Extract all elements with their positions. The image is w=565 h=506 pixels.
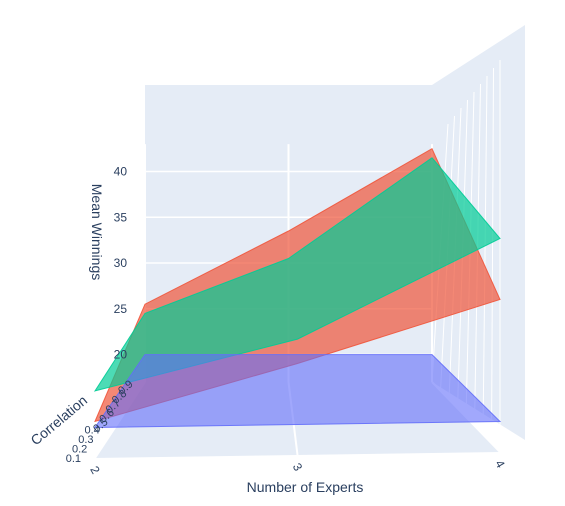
surfaces [93,147,502,429]
x-axis-title: Number of Experts [247,479,364,495]
y-gridline [491,67,494,444]
surface-1 [93,157,501,392]
x-tick-label: 3 [290,461,306,474]
x-tick-label: 2 [87,464,103,477]
z-tick-label: 35 [114,210,128,224]
y-gridline [482,75,488,435]
z-axis-title: Mean Winnings [89,184,105,281]
z-tick-label: 25 [114,302,128,316]
y-tick-label: 0.3 [78,434,93,446]
x-tick-label: 4 [492,458,508,471]
surface-2 [94,354,502,429]
y-tick-label: 0.1 [66,453,81,465]
z-tick-label: 30 [114,256,128,270]
z-tick-label: 20 [114,348,128,362]
y-tick-label: 0.4 [84,425,99,437]
y-tick-label: 0.2 [72,444,87,456]
z-tick-label: 40 [114,165,128,179]
